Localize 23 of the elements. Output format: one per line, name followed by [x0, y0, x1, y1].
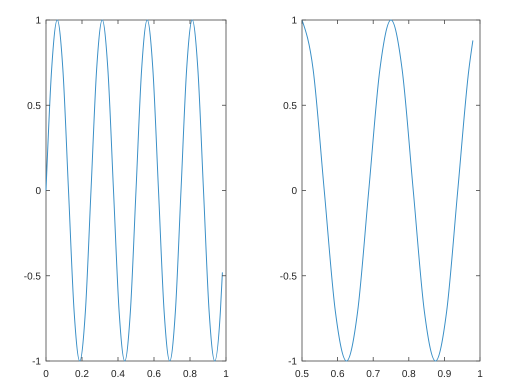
x-tick-label: 0.4 [111, 369, 126, 380]
y-tick-label: -1 [288, 356, 298, 368]
x-tick-label: 1 [477, 369, 484, 380]
line-series [46, 20, 223, 362]
y-tick-label: 0 [35, 186, 42, 197]
x-tick-label: 0.6 [147, 369, 162, 380]
x-tick-label: 0.8 [183, 369, 198, 380]
y-tick-label: 1 [291, 16, 298, 26]
x-tick-label: 1 [223, 369, 230, 380]
x-tick-label: 0.9 [437, 369, 452, 380]
y-tick-label: 1 [35, 16, 42, 26]
x-tick-label: 0.6 [330, 369, 345, 380]
y-tick-label: 0.5 [283, 100, 298, 112]
line-series [302, 20, 474, 362]
y-tick-label: -0.5 [24, 271, 42, 282]
x-tick-label: 0 [43, 369, 50, 380]
x-tick-label: 0.2 [75, 369, 90, 380]
y-tick-label: -0.5 [280, 271, 298, 282]
y-tick-label: 0 [291, 186, 298, 197]
y-tick-label: -1 [32, 356, 42, 368]
x-tick-label: 0.7 [366, 369, 381, 380]
y-tick-label: 0.5 [27, 100, 42, 112]
x-tick-label: 0.8 [402, 369, 416, 380]
